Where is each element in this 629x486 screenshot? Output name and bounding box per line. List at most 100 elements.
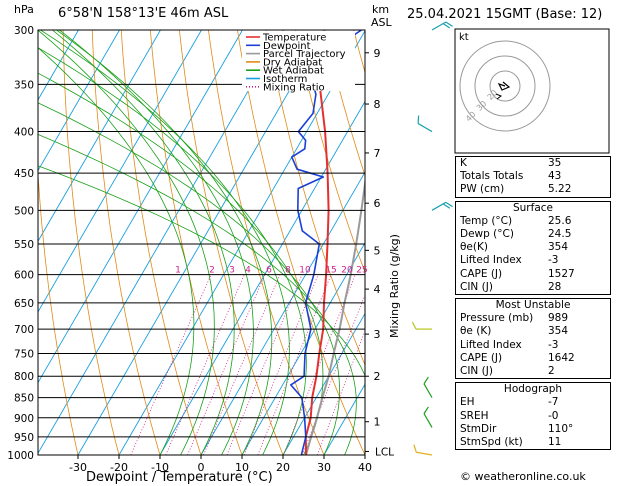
surface-row: CAPE (J) 1527 [460,267,575,280]
km-tick-label: 3 [374,328,381,341]
parcel-trajectory [305,176,365,455]
dry-adiabat-line [324,30,365,177]
wind-barb-flag [445,21,453,27]
wind-barb-flag [423,406,429,414]
dry-adiabat-line [295,30,365,274]
surface-row: CIN (J) 28 [460,280,562,293]
legend-background [242,31,355,91]
hodograph-indices-box: Hodograph EH -7 SREH -0 StmDir 110° StmSpd … [455,382,611,451]
km-tick-label: 5 [374,244,381,257]
mixing-ratio-label: 20 [341,266,353,276]
hodo-row: StmDir 110° [460,422,574,435]
copyright-text: © weatheronline.co.uk [460,470,586,483]
lcl-label: LCL [375,446,394,458]
wind-barb [423,383,433,398]
pressure-tick-label: 700 [14,324,34,336]
mixing-ratio-label: 4 [245,266,251,276]
hpa-axis-label: hPa [14,3,34,16]
isotherm-line [200,171,365,455]
dry-adiabat-line [38,167,79,455]
mixing-ratio-label: 15 [325,266,336,276]
legend-label: Isotherm [263,74,307,85]
temp-tick-label: -20 [110,461,128,474]
pressure-tick-label: 600 [14,270,34,282]
surface-row: Lifted Index -3 [460,254,559,267]
mixing-ratio-label: 1 [175,266,181,276]
temp-tick-label: -30 [69,461,87,474]
km-tick-label: 7 [374,147,381,160]
pressure-tick-label: 400 [14,127,34,139]
legend-label: Parcel Trajectory [263,49,346,60]
basic-indices-box: K 35 Totals Totals 43 PW (cm) 5.22 [455,156,611,198]
hodograph-ring [459,40,551,132]
pressure-tick-label: 1000 [7,450,34,462]
hodo-row: EH -7 [460,396,559,409]
wet-adiabat-line [52,30,235,455]
hodograph-trace [497,81,511,91]
wind-barb-flag [413,444,417,453]
isotherm-line [38,30,161,243]
pressure-tick-label: 350 [14,79,34,91]
pressure-tick-label: 650 [14,298,34,310]
pressure-tick-label: 850 [14,393,34,405]
pressure-tick-label: 750 [14,348,34,360]
isotherm-line [241,242,365,455]
x-axis-label: Dewpoint / Temperature (°C) [86,470,273,485]
wind-barb [417,123,433,133]
temp-tick-label: 0 [198,461,205,474]
dry-adiabat-line [120,30,202,455]
wet-adiabat-line [38,72,324,455]
dry-adiabat-line [237,30,365,455]
surface-box: Surface Temp (°C) 25.6 Dewp (°C) 24.5 θe(K… [455,200,611,296]
surface-row: Dewp (°C) 24.5 [460,228,572,241]
pressure-tick-label: 800 [14,371,34,383]
mixing-ratio-label: 3 [229,266,235,276]
most-unstable-title: Most Unstable [495,299,571,312]
station-location: 6°58'N 158°13'E 46m ASL [58,6,229,21]
km-tick-label: 8 [374,98,381,111]
isotherm-line [282,312,365,455]
wind-barb-flag [442,23,451,29]
legend-label: Dry Adiabat [263,57,322,68]
wind-barb [423,413,433,428]
isotherm-line [159,100,365,455]
legend-label: Temperature [262,33,326,44]
most-unstable-box: Most Unstable Pressure (mb) 989 θe (K) 354… [455,298,611,380]
wind-barb [431,201,447,211]
wind-barb [416,451,433,456]
asl-axis-label: ASL [371,16,392,29]
km-tick-label: 2 [374,370,381,383]
mixing-ratio-line [165,274,245,455]
km-tick-label: 4 [374,283,381,296]
mixing-ratio-line [226,274,303,455]
temp-tick-label: 40 [358,461,372,474]
hodo-row: StmSpd (kt) 11 [460,436,562,449]
legend-label: Mixing Ratio [263,82,325,93]
temp-tick-label: 20 [276,461,290,474]
pressure-tick-label: 450 [14,168,34,180]
km-tick-label: 6 [374,197,381,210]
isotherm-line [38,30,243,384]
isotherm-line [38,30,79,101]
storm-motion-marker [495,93,503,100]
surface-row: Temp (°C) 25.6 [460,214,572,227]
hodograph-ring [489,70,521,102]
pressure-tick-label: 950 [14,432,34,444]
wet-adiabat-line [38,102,340,455]
index-row-totals: Totals Totals 43 [460,170,562,183]
wind-barb-flag [423,376,429,385]
hodograph-title: Hodograph [503,383,563,396]
temp-tick-label: 30 [317,461,331,474]
dewpoint-profile [271,30,362,455]
isotherm-line [38,30,120,172]
pressure-tick-label: 500 [14,205,34,217]
index-row-pw: PW (cm) 5.22 [460,183,572,196]
mixing-ratio-label: 2 [209,266,215,276]
mu-row: Pressure (mb) 989 [460,312,569,325]
mixing-ratio-label: 10 [299,266,311,276]
surface-row: θe(K) 354 [460,241,569,254]
mixing-ratio-label: 8 [285,266,291,276]
